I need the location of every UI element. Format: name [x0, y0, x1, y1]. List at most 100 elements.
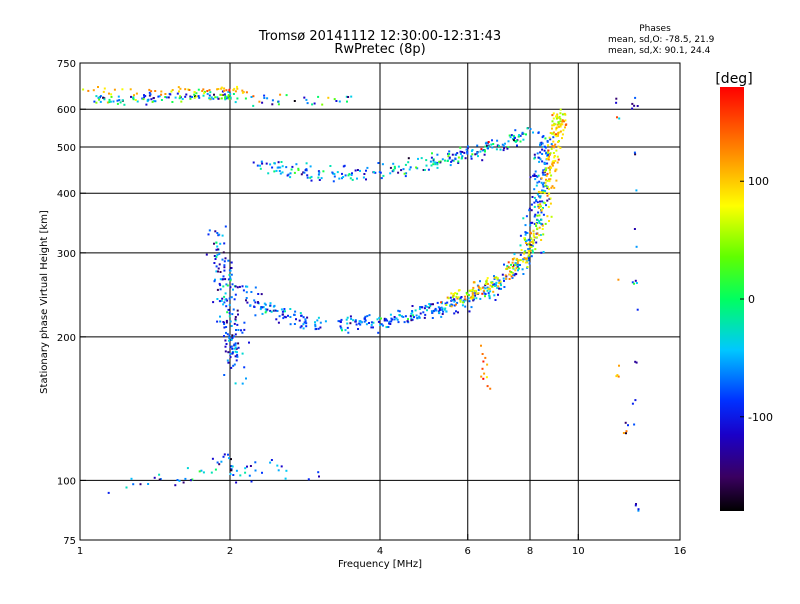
data-point — [254, 286, 257, 289]
data-point — [180, 100, 183, 103]
data-point — [449, 296, 452, 299]
data-point — [332, 180, 335, 183]
data-point — [411, 318, 414, 321]
data-point — [507, 146, 510, 149]
data-point — [406, 320, 409, 323]
data-point — [528, 207, 531, 210]
data-point — [510, 271, 513, 273]
data-point — [554, 159, 557, 162]
data-point — [239, 474, 242, 477]
data-point — [555, 135, 558, 138]
data-point — [541, 189, 544, 192]
data-point — [262, 306, 265, 308]
data-point — [143, 96, 146, 99]
data-point — [498, 282, 501, 284]
data-point — [281, 310, 284, 313]
data-point — [377, 331, 380, 334]
data-point — [447, 155, 450, 158]
data-point — [277, 161, 280, 164]
data-point — [425, 159, 428, 162]
data-point — [513, 253, 516, 256]
data-point — [533, 153, 536, 156]
data-point — [254, 301, 257, 304]
data-point — [482, 377, 485, 380]
data-point — [564, 124, 567, 126]
data-point — [537, 205, 540, 208]
data-point — [507, 261, 510, 264]
data-point — [333, 173, 336, 175]
data-point — [303, 321, 306, 324]
data-point — [445, 310, 448, 313]
data-point — [523, 252, 526, 255]
data-point — [363, 320, 366, 323]
data-point — [116, 99, 119, 102]
data-point — [108, 98, 111, 101]
data-point — [535, 236, 538, 239]
data-point — [365, 178, 367, 181]
data-point — [552, 160, 555, 163]
data-point — [484, 283, 487, 285]
data-point — [471, 292, 474, 294]
data-point — [528, 262, 531, 265]
data-point — [227, 351, 230, 354]
data-point — [426, 309, 428, 312]
data-point — [167, 96, 170, 99]
data-point — [556, 113, 559, 116]
data-point — [181, 98, 184, 100]
data-point — [547, 154, 549, 157]
data-point — [260, 293, 263, 296]
data-point — [225, 283, 228, 286]
data-point — [178, 97, 181, 100]
data-point — [220, 87, 223, 90]
data-point — [245, 297, 248, 299]
data-point — [517, 135, 520, 138]
data-point — [634, 504, 637, 507]
data-point — [243, 366, 246, 369]
data-point — [220, 97, 223, 100]
data-point — [230, 345, 233, 348]
data-point — [270, 459, 273, 461]
data-point — [186, 467, 189, 470]
data-point — [178, 90, 180, 93]
data-point — [527, 248, 530, 251]
data-point — [473, 298, 475, 301]
data-point — [182, 481, 185, 484]
data-point — [446, 159, 449, 162]
x-tick-label: 10 — [572, 546, 585, 557]
data-point — [543, 170, 546, 173]
data-point — [107, 491, 110, 494]
data-point — [121, 99, 124, 102]
data-point — [236, 286, 239, 289]
data-point — [557, 133, 560, 136]
data-point — [224, 98, 227, 101]
data-point — [541, 200, 544, 203]
data-point — [98, 96, 101, 99]
data-point — [537, 204, 540, 207]
data-point — [550, 143, 553, 146]
data-point — [461, 151, 464, 153]
data-point — [132, 98, 135, 101]
data-point — [542, 171, 545, 174]
data-point — [387, 326, 390, 328]
data-point — [110, 93, 113, 96]
data-point — [459, 300, 462, 303]
data-point — [541, 228, 544, 230]
data-point — [342, 176, 345, 178]
data-point — [384, 318, 387, 321]
data-point — [226, 284, 229, 287]
data-point — [263, 97, 266, 99]
data-point — [314, 328, 317, 331]
data-point — [217, 97, 220, 100]
data-point — [253, 299, 256, 302]
data-point — [147, 483, 150, 485]
data-point — [270, 310, 273, 313]
data-point — [474, 294, 477, 297]
data-point — [197, 88, 200, 91]
data-point — [539, 203, 542, 206]
data-point — [306, 102, 309, 105]
data-point — [154, 100, 157, 103]
data-point — [275, 169, 278, 172]
colorbar-tick-label: -100 — [748, 411, 773, 424]
data-point — [528, 241, 531, 244]
data-point — [456, 152, 459, 155]
